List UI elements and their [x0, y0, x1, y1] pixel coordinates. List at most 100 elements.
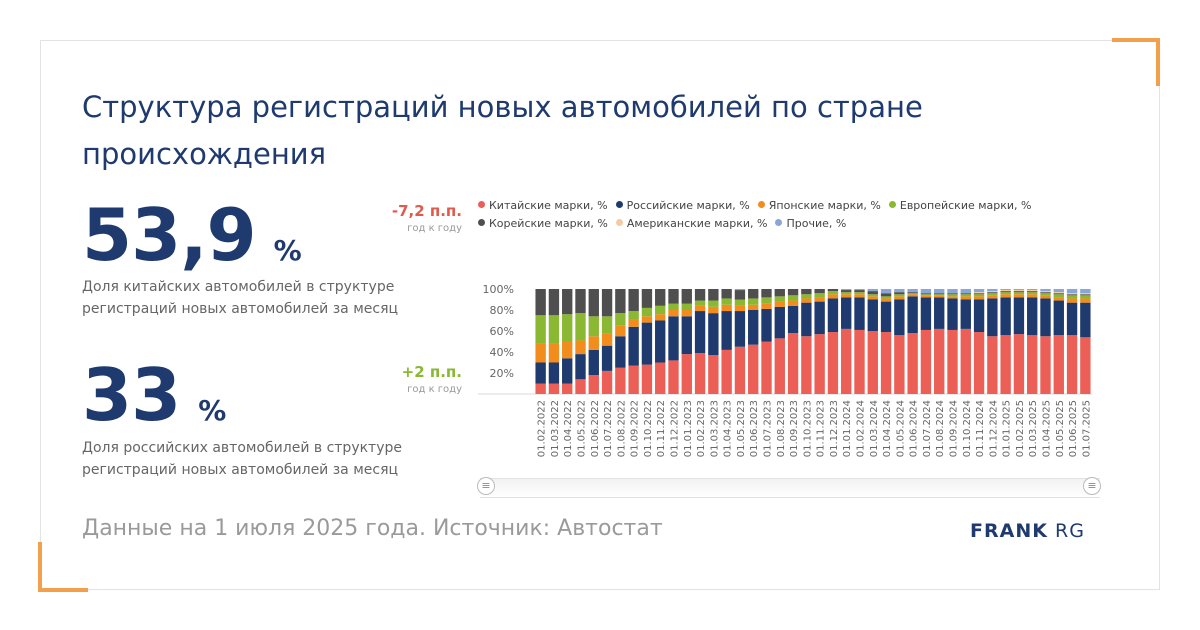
bar-segment[interactable] [987, 295, 998, 299]
bar-segment[interactable] [761, 308, 772, 342]
bar-segment[interactable] [668, 360, 679, 394]
bar-segment[interactable] [694, 353, 706, 394]
legend-item[interactable]: Американские марки, % [615, 215, 767, 233]
bar-segment[interactable] [934, 294, 945, 296]
bar-segment[interactable] [1000, 292, 1011, 295]
bar-segment[interactable] [1040, 291, 1051, 293]
bar-segment[interactable] [588, 316, 599, 337]
bar-segment[interactable] [920, 329, 932, 394]
bar-segment[interactable] [721, 289, 732, 299]
bar-segment[interactable] [1053, 335, 1064, 394]
bar-segment[interactable] [601, 370, 613, 394]
bar-segment[interactable] [1080, 337, 1091, 394]
bar-segment[interactable] [641, 316, 653, 323]
bar-segment[interactable] [588, 349, 599, 376]
bar-segment[interactable] [734, 290, 746, 300]
bar-segment[interactable] [934, 293, 945, 295]
bar-segment[interactable] [734, 289, 746, 291]
bar-segment[interactable] [880, 289, 892, 294]
bar-segment[interactable] [1000, 297, 1011, 336]
bar-segment[interactable] [655, 305, 666, 315]
bar-segment[interactable] [1000, 294, 1011, 298]
bar-segment[interactable] [1053, 297, 1064, 301]
bar-segment[interactable] [721, 304, 732, 312]
bar-segment[interactable] [841, 290, 852, 293]
bar-segment[interactable] [987, 289, 998, 292]
bar-segment[interactable] [562, 314, 573, 342]
bar-segment[interactable] [1066, 302, 1078, 336]
bar-segment[interactable] [1053, 292, 1064, 294]
bar-segment[interactable] [827, 291, 839, 295]
bar-segment[interactable] [1053, 294, 1064, 298]
bar-segment[interactable] [1013, 297, 1025, 335]
bar-segment[interactable] [601, 345, 613, 371]
bar-segment[interactable] [907, 294, 918, 297]
bar-segment[interactable] [880, 296, 892, 299]
bar-segment[interactable] [907, 293, 918, 295]
bar-segment[interactable] [960, 296, 971, 300]
bar-segment[interactable] [814, 293, 825, 298]
bar-segment[interactable] [880, 298, 892, 302]
bar-segment[interactable] [615, 367, 626, 394]
bar-segment[interactable] [973, 293, 985, 295]
bar-segment[interactable] [575, 354, 586, 380]
bar-segment[interactable] [1066, 295, 1078, 299]
bar-segment[interactable] [708, 355, 719, 394]
bar-segment[interactable] [854, 289, 865, 291]
bar-segment[interactable] [708, 300, 719, 307]
bar-segment[interactable] [748, 298, 759, 305]
bar-segment[interactable] [774, 306, 785, 339]
bar-segment[interactable] [1053, 289, 1064, 293]
bar-segment[interactable] [854, 294, 865, 298]
bar-segment[interactable] [748, 304, 759, 310]
bar-segment[interactable] [641, 322, 653, 365]
bar-segment[interactable] [761, 303, 772, 309]
bar-segment[interactable] [841, 289, 852, 291]
bar-segment[interactable] [1080, 294, 1091, 296]
bar-segment[interactable] [867, 294, 878, 297]
bar-segment[interactable] [575, 340, 586, 355]
bar-segment[interactable] [960, 294, 971, 297]
bar-segment[interactable] [1013, 292, 1025, 295]
bar-segment[interactable] [934, 289, 945, 294]
bar-segment[interactable] [787, 295, 799, 301]
bar-segment[interactable] [734, 299, 746, 306]
bar-segment[interactable] [708, 306, 719, 314]
bar-segment[interactable] [681, 303, 692, 310]
bar-segment[interactable] [601, 333, 613, 346]
range-scrollbar[interactable] [480, 478, 1100, 498]
bar-segment[interactable] [748, 344, 759, 394]
bar-segment[interactable] [907, 292, 918, 294]
bar-segment[interactable] [562, 289, 573, 315]
bar-segment[interactable] [947, 298, 958, 330]
bar-segment[interactable] [535, 315, 546, 344]
bar-segment[interactable] [814, 289, 825, 294]
bar-segment[interactable] [774, 338, 785, 394]
bar-segment[interactable] [628, 311, 639, 320]
legend-item[interactable]: Европейские марки, % [888, 197, 1032, 215]
bar-segment[interactable] [880, 301, 892, 333]
bar-segment[interactable] [748, 289, 759, 299]
bar-segment[interactable] [575, 379, 586, 394]
bar-segment[interactable] [1013, 290, 1025, 292]
bar-segment[interactable] [1040, 298, 1051, 337]
bar-segment[interactable] [867, 289, 878, 292]
bar-segment[interactable] [548, 289, 560, 316]
bar-segment[interactable] [1080, 298, 1091, 303]
bar-segment[interactable] [734, 311, 746, 347]
bar-segment[interactable] [774, 296, 785, 302]
bar-segment[interactable] [867, 331, 878, 394]
bar-segment[interactable] [1027, 294, 1038, 298]
bar-segment[interactable] [934, 297, 945, 329]
bar-segment[interactable] [601, 316, 613, 334]
bar-segment[interactable] [894, 294, 905, 297]
bar-segment[interactable] [973, 294, 985, 297]
bar-segment[interactable] [694, 289, 706, 301]
bar-segment[interactable] [827, 332, 839, 394]
bar-segment[interactable] [1040, 336, 1051, 394]
bar-segment[interactable] [947, 293, 958, 295]
bar-segment[interactable] [801, 294, 812, 299]
bar-segment[interactable] [973, 289, 985, 293]
bar-segment[interactable] [920, 297, 932, 330]
bar-segment[interactable] [588, 289, 599, 317]
